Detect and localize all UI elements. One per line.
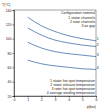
y-tick-mark — [13, 96, 15, 97]
x-tick: 4 — [68, 96, 70, 102]
series-line — [28, 60, 96, 69]
series-line — [28, 42, 96, 56]
y-tick: 100 — [6, 37, 14, 41]
y-tick: 80 — [8, 52, 14, 56]
y-tick-label: 20 — [8, 95, 12, 99]
x-tick-label: 6 — [96, 98, 98, 102]
y-tick-mark — [13, 67, 15, 68]
series-line — [28, 28, 96, 47]
x-tick: 5 — [82, 96, 84, 102]
y-tick-label: 60 — [8, 66, 12, 70]
y-tick-label: 140 — [6, 9, 12, 13]
series-line — [28, 17, 96, 41]
y-axis-title: T(°C) — [2, 3, 10, 7]
y-tick-mark — [13, 39, 15, 40]
x-tick-label: 2 — [41, 98, 43, 102]
y-tick-mark — [13, 53, 15, 54]
x-tick: 1 — [27, 96, 29, 102]
y-tick-label: 40 — [8, 80, 12, 84]
plot-frame — [14, 10, 96, 96]
x-axis: 0 1 2 3 4 5 6 — [14, 96, 98, 102]
y-tick: 60 — [8, 66, 14, 70]
y-tick-mark — [13, 24, 15, 25]
plot-area — [28, 17, 96, 69]
x-tick: 0 — [14, 96, 16, 102]
chart-title: Configuration nominal — [61, 11, 95, 15]
y-axis-line — [13, 11, 15, 97]
y-tick: 20 — [8, 95, 14, 99]
x-tick: 6 — [96, 96, 98, 102]
y-tick-label: 120 — [6, 23, 12, 27]
x-axis-title: p(bar) — [87, 105, 96, 109]
line-end-label: 1 — [97, 37, 99, 41]
chart: 0 1 2 3 4 5 6 20 40 60 80 100 120 140 T(°C) p(bar) 1 2 3 4 C… — [0, 0, 100, 112]
x-tick: 3 — [55, 96, 57, 102]
x-tick: 2 — [41, 96, 43, 102]
y-tick: 140 — [6, 9, 14, 13]
y-axis: 20 40 60 80 100 120 140 — [6, 9, 15, 99]
x-tick-label: 4 — [68, 98, 70, 102]
y-tick: 120 — [6, 23, 14, 27]
y-tick-label: 80 — [8, 52, 12, 56]
y-tick-mark — [13, 82, 15, 83]
line-end-label: 4 — [97, 66, 99, 70]
line-end-label: 2 — [97, 43, 99, 47]
x-tick-label: 1 — [27, 98, 29, 102]
y-tick: 40 — [8, 80, 14, 84]
legend-entry: 4 average winding temperature — [47, 91, 95, 95]
annotation: 3 air gap — [81, 24, 95, 28]
y-tick-mark — [13, 10, 15, 11]
x-tick-label: 3 — [55, 98, 57, 102]
x-tick-label: 5 — [82, 98, 84, 102]
y-tick-label: 100 — [6, 37, 12, 41]
line-end-label: 3 — [97, 53, 99, 57]
legend: 1 stator hot spot temperature2 stator ex… — [47, 79, 95, 95]
x-tick-label: 0 — [14, 98, 16, 102]
